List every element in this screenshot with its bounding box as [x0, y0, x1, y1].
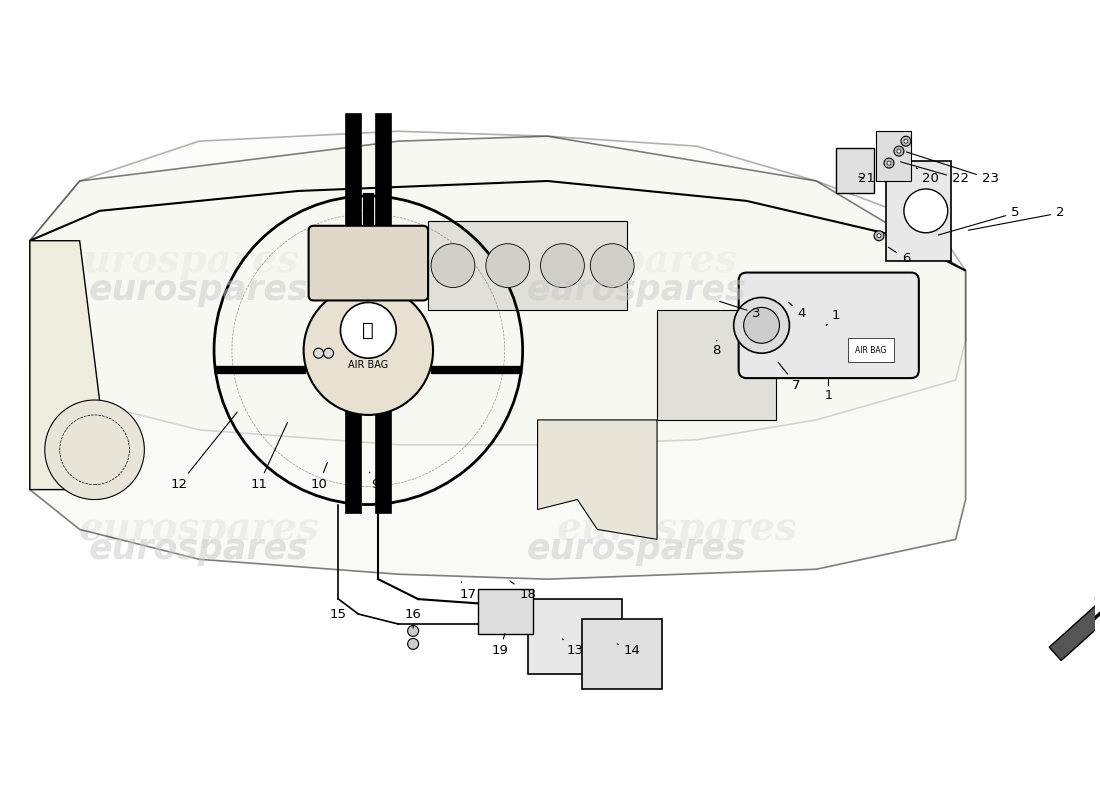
Text: eurospares: eurospares: [557, 510, 798, 549]
Text: 15: 15: [330, 602, 346, 621]
Circle shape: [304, 286, 433, 415]
Circle shape: [884, 158, 894, 168]
Circle shape: [486, 244, 529, 287]
Circle shape: [323, 348, 333, 358]
Circle shape: [408, 626, 419, 637]
Text: eurospares: eurospares: [58, 242, 299, 280]
Text: 23: 23: [906, 152, 999, 186]
Circle shape: [408, 638, 419, 650]
Circle shape: [341, 302, 396, 358]
Bar: [428, 221, 627, 310]
Text: eurospares: eurospares: [89, 274, 309, 307]
Text: 11: 11: [251, 422, 287, 491]
Text: eurospares: eurospares: [527, 274, 747, 307]
FancyBboxPatch shape: [309, 226, 428, 301]
Text: eurospares: eurospares: [79, 510, 319, 549]
PathPatch shape: [30, 136, 966, 579]
Circle shape: [887, 161, 891, 165]
Circle shape: [314, 348, 323, 358]
Circle shape: [45, 400, 144, 499]
Bar: [876, 131, 911, 181]
Text: eurospares: eurospares: [497, 242, 738, 280]
FancyBboxPatch shape: [739, 273, 918, 378]
Circle shape: [591, 244, 634, 287]
Text: eurospares: eurospares: [89, 532, 309, 566]
Text: 5: 5: [938, 206, 1020, 235]
Circle shape: [734, 298, 790, 354]
Bar: [657, 310, 777, 420]
FancyArrow shape: [1049, 593, 1100, 661]
Text: 14: 14: [617, 644, 640, 658]
Circle shape: [904, 189, 948, 233]
Text: 6: 6: [889, 247, 910, 265]
Text: AIR BAG: AIR BAG: [349, 360, 388, 370]
Circle shape: [874, 230, 884, 241]
Circle shape: [877, 234, 881, 238]
Circle shape: [431, 244, 475, 287]
Bar: [836, 148, 874, 193]
Bar: [582, 619, 662, 689]
Circle shape: [540, 244, 584, 287]
Text: 🐎: 🐎: [363, 321, 374, 340]
Text: 21: 21: [858, 173, 874, 186]
Bar: [886, 161, 950, 261]
Text: 19: 19: [492, 634, 508, 658]
Text: 9: 9: [370, 472, 379, 491]
Text: 18: 18: [510, 581, 536, 601]
Text: 13: 13: [562, 639, 584, 658]
PathPatch shape: [30, 241, 99, 490]
Circle shape: [901, 136, 911, 146]
Text: 1: 1: [824, 389, 833, 402]
Circle shape: [896, 149, 901, 153]
Text: 16: 16: [405, 607, 421, 628]
Text: eurospares: eurospares: [527, 532, 747, 566]
Circle shape: [894, 146, 904, 156]
Text: 12: 12: [170, 412, 238, 491]
Text: 3: 3: [719, 302, 761, 320]
Text: 1: 1: [826, 309, 840, 326]
Text: 7: 7: [778, 362, 801, 391]
Text: 22: 22: [901, 162, 969, 186]
Text: 8: 8: [713, 340, 721, 357]
Text: AIR BAG: AIR BAG: [856, 346, 887, 354]
PathPatch shape: [30, 131, 966, 445]
Text: 2: 2: [968, 206, 1065, 230]
Bar: [477, 589, 532, 634]
Text: 10: 10: [310, 462, 328, 491]
Circle shape: [904, 139, 907, 143]
Bar: [528, 599, 623, 674]
PathPatch shape: [538, 420, 657, 539]
Circle shape: [744, 307, 780, 343]
Text: 20: 20: [916, 168, 939, 186]
Text: 17: 17: [460, 582, 476, 601]
Text: 4: 4: [789, 302, 805, 320]
